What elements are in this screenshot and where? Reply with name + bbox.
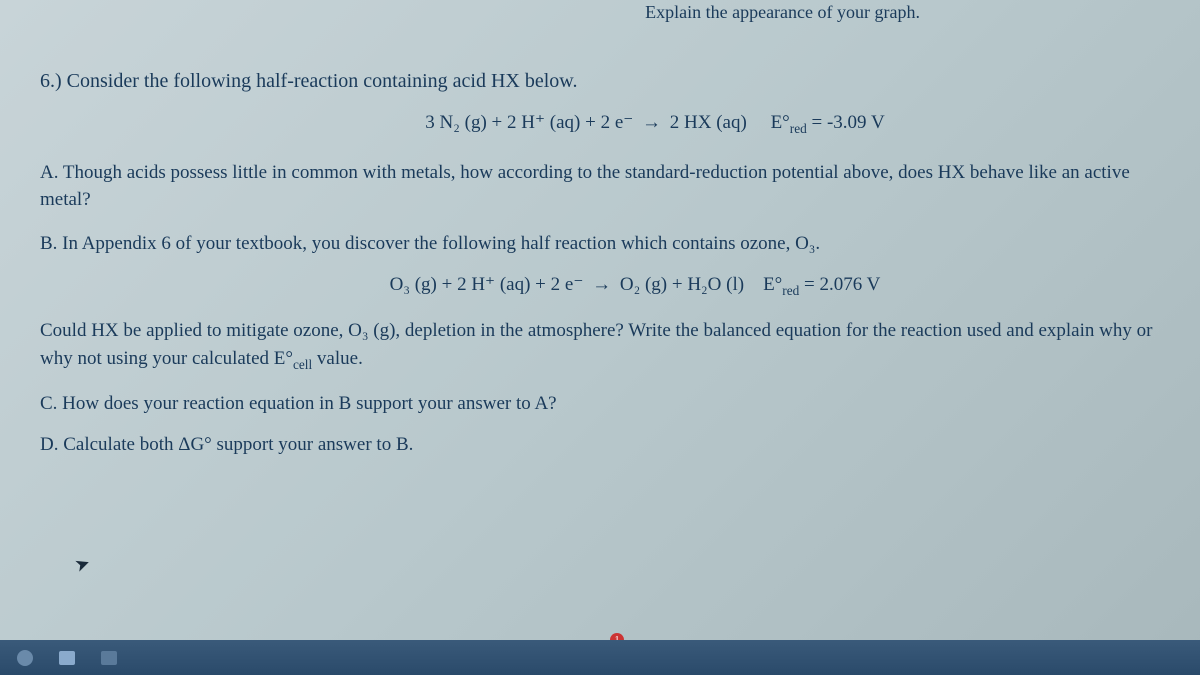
cursor-icon: ➤ [72, 552, 93, 577]
part-d-text: D. Calculate both ΔG° support your answe… [40, 431, 1170, 459]
part-c-text: C. How does your reaction equation in B … [40, 390, 1170, 418]
part-b-intro-text: B. In Appendix 6 of your textbook, you d… [40, 230, 1170, 258]
app-icon-1[interactable] [52, 645, 82, 670]
question-intro: 6.) Consider the following half-reaction… [40, 70, 1170, 93]
question-content: 6.) Consider the following half-reaction… [0, 0, 1200, 493]
start-icon[interactable] [10, 645, 40, 670]
top-text-fragment: Explain the appearance of your graph. [645, 0, 920, 25]
main-half-reaction-equation: 3 N₂ (g) + 2 H⁺ (aq) + 2 e⁻ → 2 HX (aq) … [40, 111, 1170, 137]
app-icon-2[interactable] [94, 645, 124, 670]
part-b-followup-text: Could HX be applied to mitigate ozone, O… [40, 317, 1170, 374]
part-a-text: A. Though acids possess little in common… [40, 159, 1170, 214]
ozone-half-reaction-equation: O₃ (g) + 2 H⁺ (aq) + 2 e⁻ → O₂ (g) + H₂O… [40, 273, 1170, 299]
taskbar[interactable] [0, 640, 1200, 675]
